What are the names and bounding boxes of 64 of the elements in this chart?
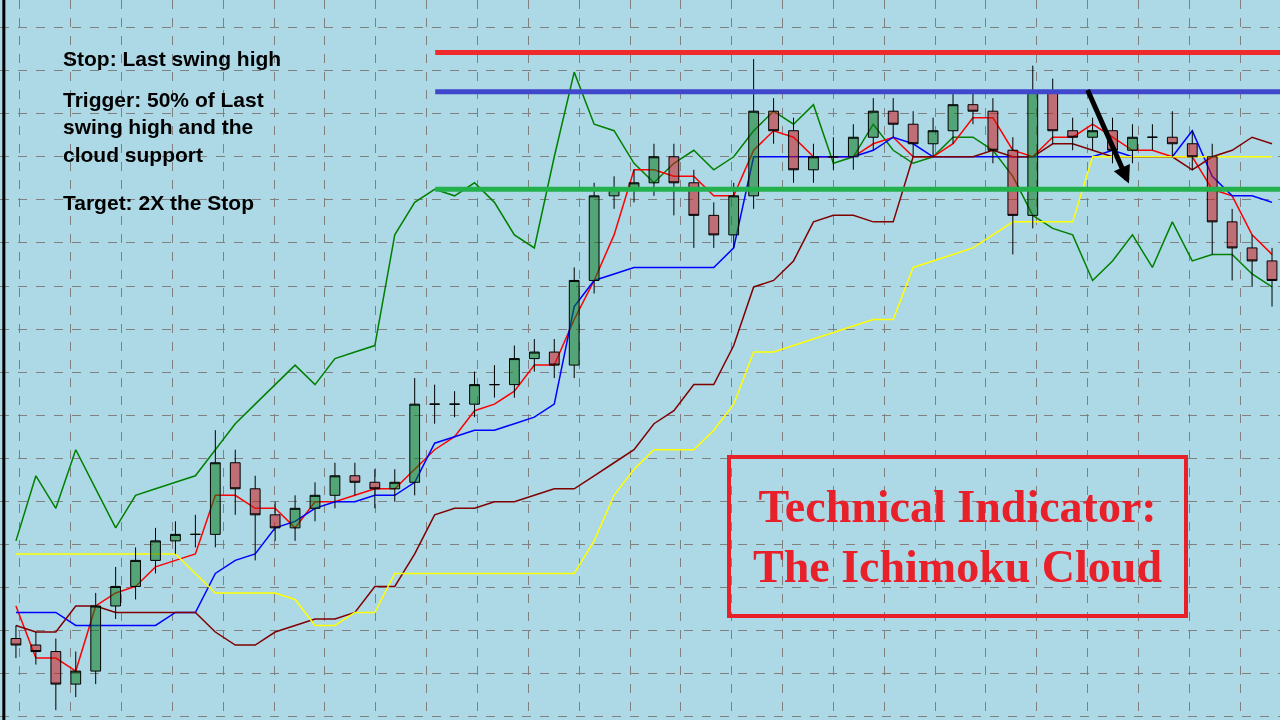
candlestick xyxy=(788,117,799,184)
candlestick xyxy=(708,201,720,249)
candlestick xyxy=(548,338,560,379)
candlestick xyxy=(409,377,421,496)
candlestick xyxy=(947,91,959,145)
annotation: Stop: Last swing high xyxy=(63,47,282,70)
candlestick xyxy=(70,651,82,698)
candlestick xyxy=(588,182,600,294)
candlestick xyxy=(30,631,42,666)
candlestick xyxy=(349,462,361,496)
candlestick xyxy=(429,384,441,425)
candlestick xyxy=(1166,110,1178,158)
candlestick xyxy=(170,520,181,555)
candlestick xyxy=(269,501,281,542)
candlestick xyxy=(449,390,460,418)
candlestick xyxy=(1127,123,1138,164)
candlestick xyxy=(867,97,879,151)
candlestick xyxy=(190,514,201,548)
candlestick xyxy=(329,462,341,509)
candlestick xyxy=(150,527,161,574)
candlestick xyxy=(90,592,102,685)
candlestick xyxy=(509,345,520,399)
candlestick xyxy=(828,136,839,171)
candlestick xyxy=(489,364,500,399)
candlestick xyxy=(907,110,919,158)
annotation: Trigger: 50% of Last swing high and the cloud support xyxy=(63,88,264,166)
candlestick xyxy=(1047,78,1059,145)
candlestick xyxy=(289,494,301,542)
candlestick xyxy=(369,468,381,509)
candlestick xyxy=(1186,130,1198,171)
candlestick xyxy=(309,481,321,522)
candlestick xyxy=(1067,117,1079,151)
candlestick xyxy=(887,97,899,138)
candlestick xyxy=(130,546,141,600)
candlestick xyxy=(528,338,540,373)
candlestick xyxy=(110,566,122,620)
candlestick xyxy=(1147,123,1158,151)
candlestick xyxy=(568,266,580,379)
candlestick xyxy=(50,638,62,711)
candlestick xyxy=(1087,117,1098,151)
candlestick xyxy=(229,449,241,516)
candlestick xyxy=(1266,247,1278,307)
candlestick xyxy=(469,371,480,418)
candlestick xyxy=(10,625,22,659)
annotation: Target: 2X the Stop xyxy=(63,191,254,214)
candlestick xyxy=(927,117,939,158)
candlestick xyxy=(1206,143,1218,255)
candlestick xyxy=(1246,234,1258,288)
candlestick xyxy=(1007,136,1019,255)
candlestick xyxy=(748,58,760,210)
candlestick xyxy=(1027,65,1039,229)
candlestick xyxy=(389,468,401,503)
candlestick xyxy=(847,123,859,171)
candlestick xyxy=(648,143,660,197)
text: Technical Indicator: The Ichimoku Cloud xyxy=(753,481,1163,592)
candlestick xyxy=(808,143,819,184)
candlestick xyxy=(987,97,999,164)
candlestick xyxy=(209,429,221,548)
candlestick xyxy=(768,97,779,145)
candlestick xyxy=(1226,208,1238,281)
candlestick xyxy=(967,91,979,125)
candlestick xyxy=(668,143,680,216)
candlestick xyxy=(249,475,261,561)
candlestick xyxy=(728,182,740,249)
